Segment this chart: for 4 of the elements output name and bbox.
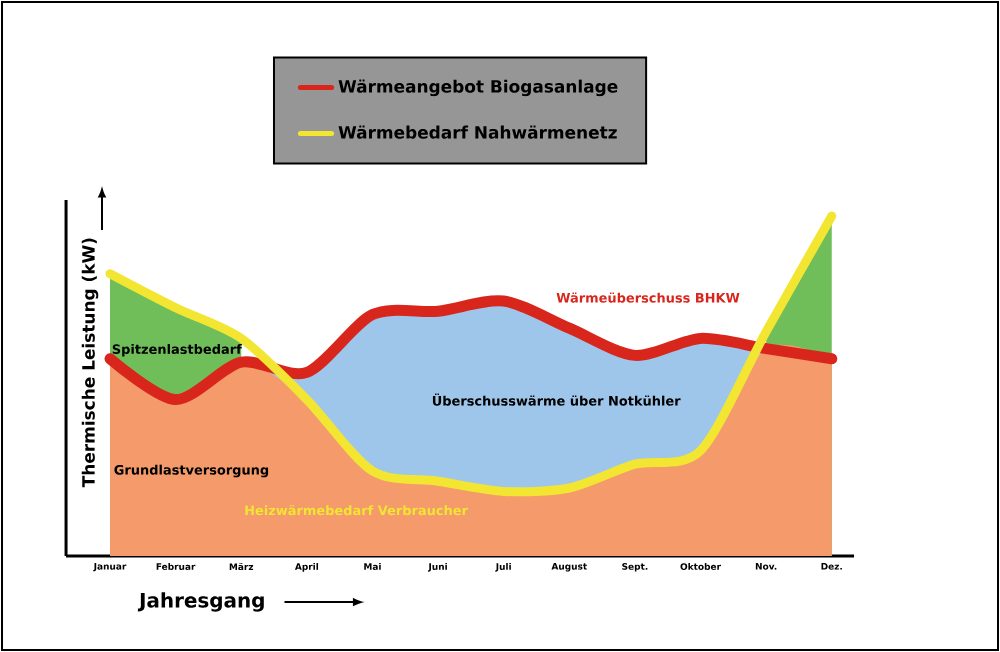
x-axis-title: Jahresgang	[137, 592, 264, 612]
y-axis-title: Thermische Leistung (kW)	[81, 238, 99, 488]
legend-label: Wärmebedarf Nahwärmenetz	[338, 125, 617, 139]
legend-label: Wärmeangebot Biogasanlage	[338, 79, 618, 97]
